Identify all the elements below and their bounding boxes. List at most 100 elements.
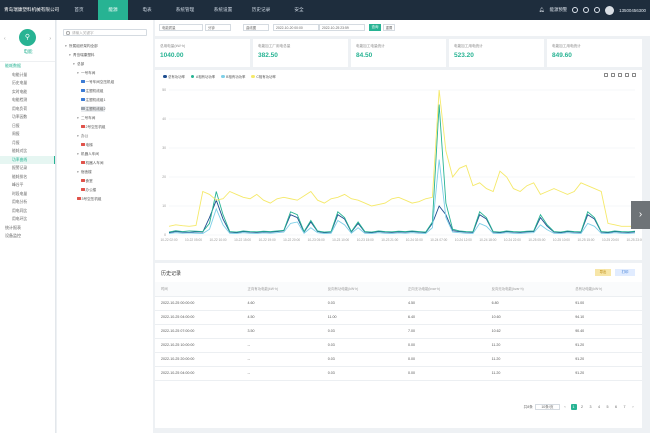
- tree-node[interactable]: ▾ 机器人车间: [77, 151, 99, 157]
- settings-icon[interactable]: [583, 7, 590, 13]
- menu-item[interactable]: 时段电量: [12, 191, 28, 196]
- expand-icon[interactable]: ▾: [69, 53, 71, 57]
- tree-node[interactable]: 一号车间空压机组: [81, 79, 114, 85]
- menu-item[interactable]: 用电同比: [12, 208, 28, 213]
- tree-node[interactable]: ▾ 二号车间: [77, 115, 95, 121]
- tree-node[interactable]: ▾ 青岛瑞康塑料: [69, 52, 95, 58]
- tree-node[interactable]: 注塑机线组: [81, 88, 103, 94]
- user-id[interactable]: 13500456300: [619, 7, 646, 13]
- menu-item[interactable]: 周报: [12, 132, 20, 136]
- page-number-button[interactable]: 4: [598, 405, 600, 409]
- tree-node[interactable]: ▾ 总部: [73, 61, 84, 67]
- column-header[interactable]: 时间: [155, 282, 242, 297]
- start-date-input[interactable]: 2022-10-20 00:00: [273, 24, 319, 31]
- help-icon[interactable]: [572, 7, 579, 13]
- tree-node[interactable]: 3号空压机组: [77, 196, 101, 202]
- tree-node[interactable]: ▾ 一号车间: [77, 70, 95, 76]
- power-icon[interactable]: [594, 7, 601, 13]
- menu-group[interactable]: 能耗数据: [5, 63, 21, 68]
- page-number-button[interactable]: 7: [623, 405, 626, 409]
- expand-icon[interactable]: ▾: [77, 152, 79, 156]
- page-number-button[interactable]: 3: [589, 405, 592, 409]
- nav-home[interactable]: 首页: [74, 7, 84, 12]
- menu-group[interactable]: 统计报表: [5, 224, 21, 230]
- interval-select[interactable]: 分钟: [205, 24, 231, 31]
- tree-node[interactable]: ▾ 宿舍楼: [77, 169, 92, 175]
- menu-item[interactable]: 功率因数: [12, 115, 28, 119]
- alert-label[interactable]: 能源预警: [549, 7, 568, 12]
- legend-item[interactable]: 总有功功率: [163, 74, 185, 79]
- column-header[interactable]: 反向无功电能(kvar·h): [485, 282, 570, 297]
- menu-item[interactable]: 功率曲线: [0, 155, 55, 164]
- menu-item[interactable]: 月报: [12, 140, 20, 145]
- page-number-button[interactable]: 1: [570, 404, 577, 410]
- menu-item[interactable]: 报警记录: [12, 166, 28, 170]
- tree-node[interactable]: 2号空压机组: [81, 124, 105, 130]
- tree-search-input[interactable]: 请输入关键字: [63, 29, 147, 36]
- menu-item[interactable]: 实时电能: [12, 89, 28, 94]
- expand-icon[interactable]: ▾: [65, 44, 67, 48]
- prev-module-icon[interactable]: ‹: [4, 36, 6, 42]
- tree-node[interactable]: 机器人车间: [81, 160, 103, 166]
- tree-node[interactable]: 办公楼: [81, 187, 96, 193]
- nav-safety[interactable]: 安全: [294, 7, 304, 12]
- mode-select[interactable]: 曲线图: [243, 24, 269, 31]
- nav-meter[interactable]: 电表: [142, 7, 152, 12]
- expand-icon[interactable]: ▾: [77, 170, 79, 174]
- power-line-chart[interactable]: 0 10 20 30 40 50 10-22 02:00 10-22 05:00 10-22 1…: [155, 70, 642, 260]
- nav-system-settings[interactable]: 系统设置: [213, 7, 233, 12]
- prev-page-button[interactable]: ‹: [564, 405, 566, 409]
- column-header[interactable]: 正向无功电能(kvar·h): [402, 282, 486, 297]
- column-header[interactable]: 反向有功电能(kW·h): [321, 282, 403, 297]
- tree-node[interactable]: 注塑机线组1: [81, 97, 105, 103]
- type-select[interactable]: 电能质量: [159, 24, 203, 31]
- zoom-icon[interactable]: [604, 73, 608, 77]
- page-number-button[interactable]: 6: [615, 405, 617, 409]
- download-icon[interactable]: [632, 73, 636, 77]
- nav-history[interactable]: 历史记录: [251, 7, 271, 12]
- menu-item[interactable]: 峰谷平: [12, 183, 24, 187]
- next-page-button[interactable]: ›: [632, 405, 634, 409]
- tree-node[interactable]: 注塑机线组2: [81, 106, 106, 112]
- legend-item[interactable]: C相有功功率: [251, 74, 276, 79]
- menu-item[interactable]: 日报: [12, 123, 20, 128]
- menu-item[interactable]: 能耗对比: [12, 149, 28, 153]
- nav-system-manage[interactable]: 系统管理: [175, 7, 195, 12]
- menu-item[interactable]: 用电环比: [12, 217, 28, 221]
- menu-group[interactable]: 设备监控: [5, 233, 21, 238]
- bar-mode-icon[interactable]: [625, 73, 629, 77]
- line-mode-icon[interactable]: [618, 73, 622, 77]
- bell-icon[interactable]: 🔔︎: [538, 7, 545, 12]
- reset-button[interactable]: 重置: [383, 24, 395, 31]
- menu-item[interactable]: 电能计量: [12, 72, 28, 77]
- page-size-select[interactable]: 10条/页: [535, 404, 560, 410]
- query-button[interactable]: 查询: [369, 24, 381, 31]
- avatar[interactable]: [605, 5, 615, 15]
- expand-icon[interactable]: ▾: [77, 134, 79, 138]
- page-number-button[interactable]: 5: [606, 405, 609, 409]
- column-header[interactable]: 总有功电能(kW·h): [569, 282, 642, 297]
- tree-node[interactable]: ▾ 所属组织架构全部: [65, 43, 98, 49]
- expand-icon[interactable]: ▾: [77, 71, 79, 75]
- tree-node[interactable]: 食堂: [81, 178, 93, 184]
- restore-icon[interactable]: [611, 73, 615, 77]
- export-button[interactable]: 导出: [595, 269, 611, 276]
- expand-icon[interactable]: ▾: [77, 116, 79, 120]
- tree-node[interactable]: 电梯: [81, 142, 93, 148]
- legend-item[interactable]: B相有功功率: [221, 74, 245, 79]
- menu-item[interactable]: 历史电量: [12, 81, 28, 85]
- next-module-icon[interactable]: ›: [49, 36, 51, 42]
- tree-node[interactable]: ▾ 办公: [77, 133, 88, 139]
- print-button[interactable]: 打印: [615, 269, 635, 276]
- column-header[interactable]: 正向有功电能(kW·h): [241, 282, 322, 297]
- page-number-button[interactable]: 2: [581, 405, 583, 409]
- menu-item[interactable]: 用电负荷: [12, 106, 28, 111]
- legend-item[interactable]: A相有功功率: [190, 74, 215, 79]
- expand-icon[interactable]: ▾: [73, 62, 75, 66]
- menu-item[interactable]: 能耗排名: [12, 174, 28, 179]
- menu-item[interactable]: 电能检测: [12, 98, 28, 102]
- nav-energy[interactable]: 能源: [98, 0, 128, 20]
- menu-item[interactable]: 用电分析: [12, 200, 28, 204]
- next-slide-arrow-icon[interactable]: ›: [631, 201, 650, 229]
- end-date-input[interactable]: 2022-10-25 23:59: [319, 24, 365, 31]
